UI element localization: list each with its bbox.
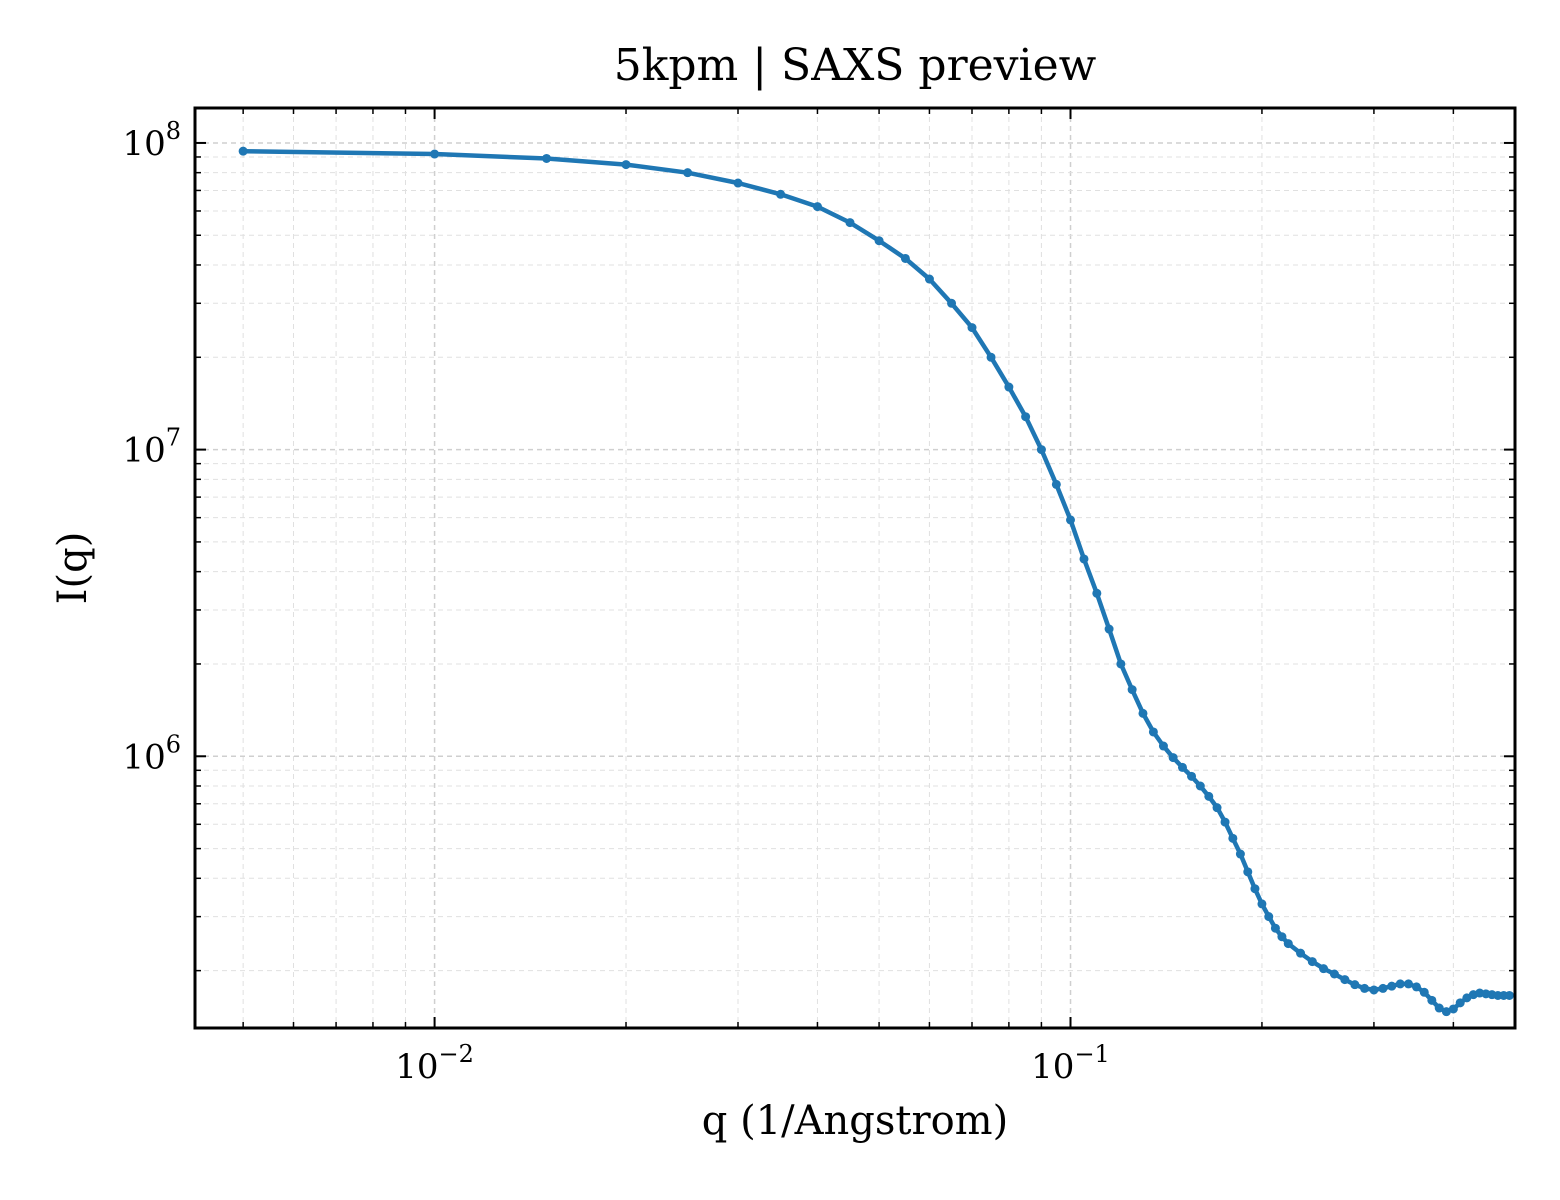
data-point — [1212, 803, 1222, 813]
y-tick-label: 106 — [122, 730, 181, 777]
y-tick-label: 108 — [122, 117, 181, 164]
data-point — [1378, 983, 1388, 993]
data-point — [1403, 979, 1413, 989]
data-point — [1434, 1003, 1444, 1013]
data-point — [1204, 791, 1214, 801]
data-point — [1319, 964, 1329, 974]
y-tick-label: 107 — [122, 424, 181, 471]
data-point — [1360, 983, 1370, 993]
y-axis-label: I(q) — [50, 531, 96, 605]
x-axis-label: q (1/Angstrom) — [701, 1098, 1009, 1144]
data-point — [1148, 727, 1158, 737]
x-tick-label: 10−1 — [1031, 1040, 1110, 1087]
axis-ticks — [195, 108, 1516, 1028]
data-point — [542, 153, 552, 163]
data-point — [947, 298, 957, 308]
axis-tick-labels: 10−2 10−1 106 107 108 — [122, 117, 1109, 1087]
data-point — [1177, 762, 1187, 772]
data-point — [1168, 753, 1178, 763]
chart-title: 5kpm | SAXS preview — [613, 40, 1097, 91]
data-point — [621, 160, 631, 170]
data-point — [1104, 624, 1114, 634]
data-point — [924, 274, 934, 284]
data-point — [1158, 741, 1168, 751]
data-point — [1411, 982, 1421, 992]
data-point — [1427, 995, 1437, 1005]
data-point — [986, 352, 996, 362]
data-point — [1283, 939, 1293, 949]
data-point — [430, 149, 440, 159]
grid-lines — [195, 108, 1516, 1028]
data-point — [1441, 1007, 1451, 1017]
data-point — [683, 168, 693, 178]
data-point — [1004, 382, 1014, 392]
data-point — [1079, 554, 1089, 564]
data-point — [1395, 979, 1405, 989]
data-point — [1264, 912, 1274, 922]
data-point — [1350, 980, 1360, 990]
data-point — [900, 253, 910, 263]
data-point — [967, 323, 977, 333]
data-point — [845, 218, 855, 228]
data-point — [1243, 867, 1253, 877]
data-point — [1387, 981, 1397, 991]
data-point — [1066, 515, 1076, 525]
data-point — [1250, 884, 1260, 894]
data-point — [1092, 588, 1102, 598]
data-point — [1504, 990, 1514, 1000]
data-point — [776, 189, 786, 199]
data-point — [1127, 685, 1137, 695]
data-point — [1277, 932, 1287, 942]
data-point — [1220, 817, 1230, 827]
data-point — [1340, 975, 1350, 985]
data-point — [812, 202, 822, 212]
data-point — [1021, 412, 1031, 422]
data-point — [1187, 771, 1197, 781]
data-point — [733, 178, 743, 188]
data-point — [238, 146, 248, 156]
data-point — [1307, 957, 1317, 967]
data-point — [1116, 659, 1126, 669]
data-point — [1036, 445, 1046, 455]
series-line — [240, 148, 1512, 1014]
data-point — [1051, 479, 1061, 489]
plot-frame — [193, 106, 1517, 1030]
data-point — [1270, 923, 1280, 933]
data-point — [1296, 948, 1306, 958]
data-point — [1369, 985, 1379, 995]
data-point — [1235, 849, 1245, 859]
data-point — [1228, 833, 1238, 843]
data-point — [874, 236, 884, 246]
data-point — [1138, 708, 1148, 718]
data-point — [1257, 899, 1267, 909]
data-point — [1195, 781, 1205, 791]
data-point — [1448, 1004, 1458, 1014]
data-series — [238, 146, 1514, 1017]
data-point — [1419, 987, 1429, 997]
x-tick-label: 10−2 — [395, 1040, 474, 1087]
data-point — [1455, 998, 1465, 1008]
data-point — [1329, 969, 1339, 979]
